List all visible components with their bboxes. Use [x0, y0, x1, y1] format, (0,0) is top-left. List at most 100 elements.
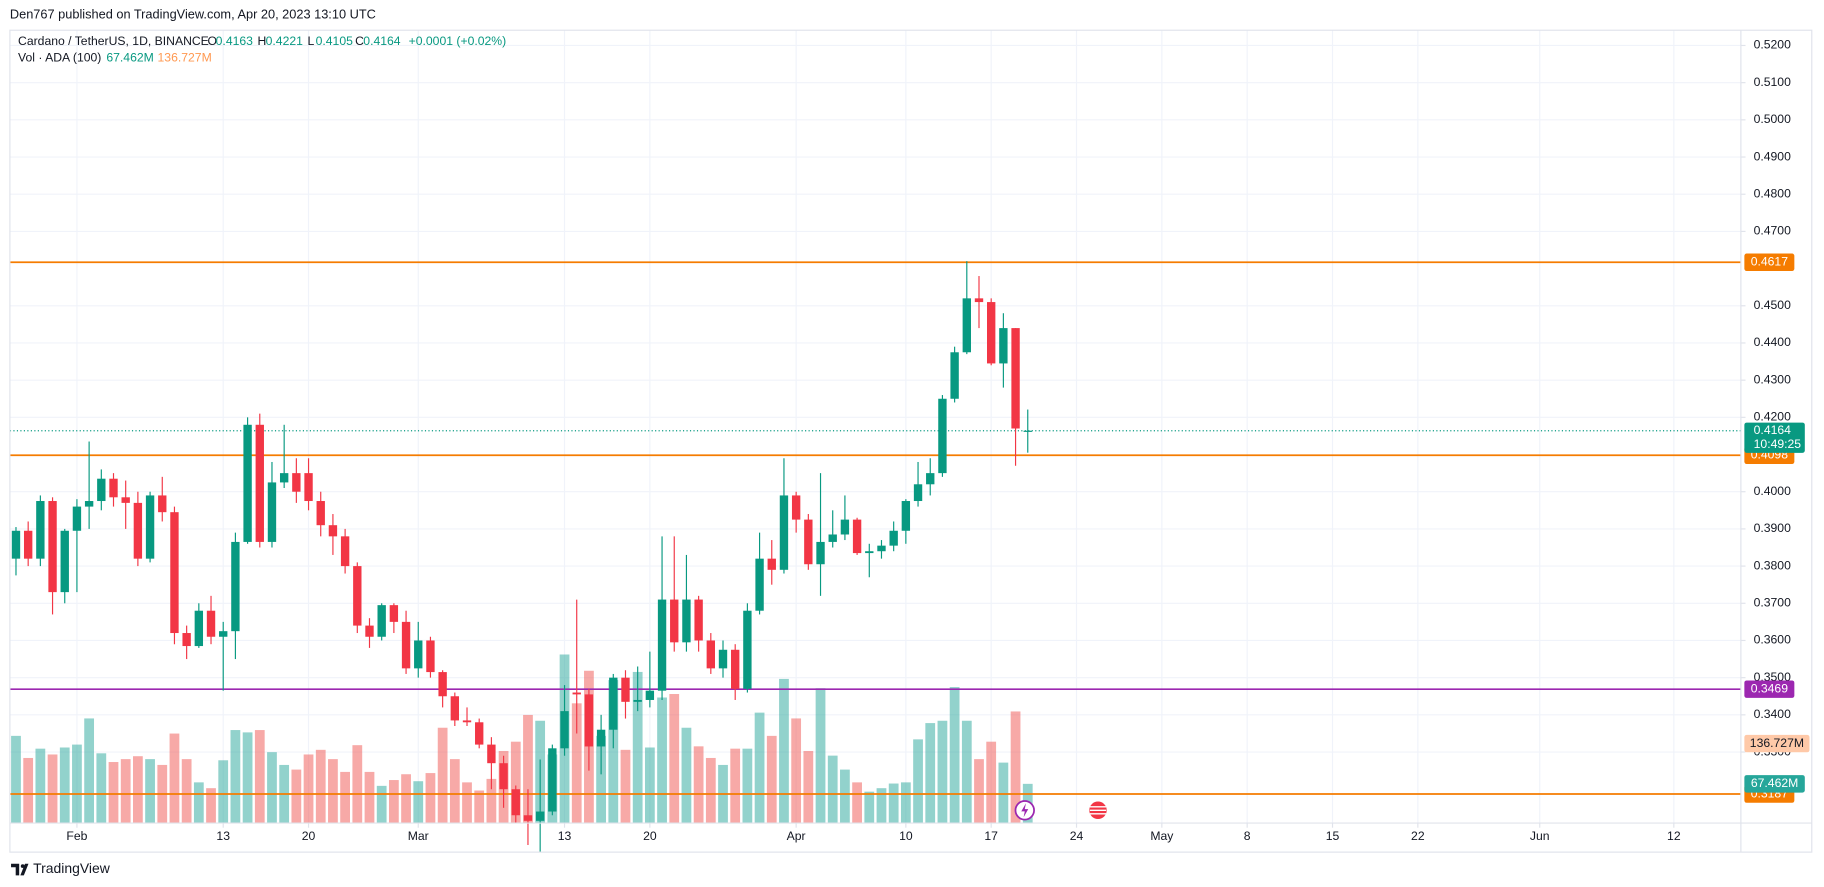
y-tick-label: 0.4400 [1754, 335, 1791, 349]
volume-bar [35, 748, 46, 824]
volume-bar [108, 762, 119, 824]
volume-last-box [1744, 775, 1805, 793]
candle-body [816, 541, 825, 565]
countdown: 10:49:25 [1754, 437, 1802, 451]
x-tick-label: Jun [1530, 829, 1550, 843]
candle-body [377, 605, 386, 637]
candle-body [621, 677, 630, 702]
candle-body [889, 530, 898, 546]
candle-body [535, 811, 545, 821]
ohlc-value: 0.4163 [216, 34, 253, 48]
x-tick-label: 13 [216, 829, 230, 843]
candle-body [48, 501, 57, 593]
candle-body [389, 605, 399, 622]
x-tick-label: 10 [899, 829, 913, 843]
candle-body [11, 530, 21, 559]
candle-body [158, 495, 167, 513]
volume-bar [596, 735, 606, 824]
x-tick-label: Feb [66, 829, 87, 843]
chart-title: Cardano / TetherUS, 1D, BINANCE [18, 34, 209, 48]
volume-bar [47, 754, 58, 824]
volume-bar [754, 712, 765, 824]
candle-body [791, 495, 801, 520]
candle-body [450, 696, 460, 721]
y-tick-label: 0.3600 [1754, 633, 1791, 647]
volume-bar [620, 749, 631, 824]
volume-bar [876, 788, 887, 824]
y-tick-label: 0.3400 [1754, 707, 1791, 721]
volume-bar [681, 727, 692, 824]
volume-bar [169, 733, 180, 824]
last-price-label: 0.4164 [1754, 423, 1791, 437]
candle-body [511, 789, 520, 816]
candle-body [292, 473, 301, 492]
last-price-box [1744, 422, 1805, 453]
price-label: 0.3469 [1751, 681, 1788, 695]
volume-bar [900, 782, 911, 824]
candle-body [840, 519, 850, 535]
candle-body [596, 729, 606, 747]
footer-text: TradingView [33, 860, 111, 876]
y-tick-label: 0.5200 [1754, 38, 1791, 52]
ohlc-key: O [208, 34, 217, 48]
volume-bar [315, 749, 326, 824]
ohlc-value: 0.4221 [266, 34, 303, 48]
candle-body [475, 722, 484, 745]
ohlc-key: L [307, 34, 314, 48]
volume-ma-label: 136.727M [1750, 736, 1804, 750]
volume-bar [523, 714, 533, 824]
x-tick-label: May [1150, 829, 1174, 843]
candle-body [938, 398, 947, 474]
candle-body [72, 506, 82, 531]
y-tick-label: 0.4700 [1754, 224, 1791, 238]
candle-body [1011, 328, 1020, 429]
volume-bar [376, 785, 387, 824]
candle-body [913, 484, 923, 502]
volume-bar [96, 753, 107, 824]
candle-body [755, 558, 764, 611]
volume-bar [925, 723, 936, 824]
x-tick-label: 20 [643, 829, 657, 843]
candle-body [694, 599, 703, 641]
volume-bar [705, 757, 716, 824]
x-tick-label: 15 [1326, 829, 1340, 843]
candle-body [572, 692, 581, 695]
volume-bar [84, 718, 95, 824]
candle-body [499, 763, 508, 790]
ohlc-key: C [355, 34, 364, 48]
volume-bar [693, 746, 704, 824]
candle-body [206, 610, 216, 637]
ohlc-value: 0.4105 [316, 34, 353, 48]
candle-body [706, 640, 716, 669]
candles [11, 261, 1032, 853]
volume-bar [998, 762, 1009, 824]
logo-dot [20, 864, 25, 868]
y-tick-label: 0.3800 [1754, 558, 1791, 572]
volume-bar [206, 788, 216, 824]
volume-bar [644, 747, 655, 824]
volume-bar [840, 769, 850, 824]
volume-title: Vol · ADA (100) [18, 50, 101, 64]
candle-body [560, 711, 569, 749]
y-tick-label: 0.4000 [1754, 484, 1791, 498]
x-tick-label: Mar [408, 829, 429, 843]
candle-body [36, 501, 45, 559]
y-tick-label: 0.4200 [1754, 410, 1791, 424]
volume-bar [218, 760, 229, 824]
candle-body [974, 298, 984, 303]
volume-bar [120, 759, 131, 824]
y-tick-label: 0.4900 [1754, 149, 1791, 163]
candle-body [353, 566, 362, 626]
candle-body [657, 599, 667, 691]
x-tick-label: 24 [1070, 829, 1084, 843]
candle-body [962, 298, 971, 353]
candle-body [633, 699, 642, 702]
volume-bar [852, 782, 862, 824]
x-tick-label: 22 [1411, 829, 1425, 843]
volume-last-legend: 67.462M [106, 50, 153, 64]
price-label: 0.4617 [1751, 254, 1788, 268]
volume-bar [425, 773, 436, 824]
x-tick-label: Apr [787, 829, 806, 843]
candle-body [438, 672, 447, 697]
